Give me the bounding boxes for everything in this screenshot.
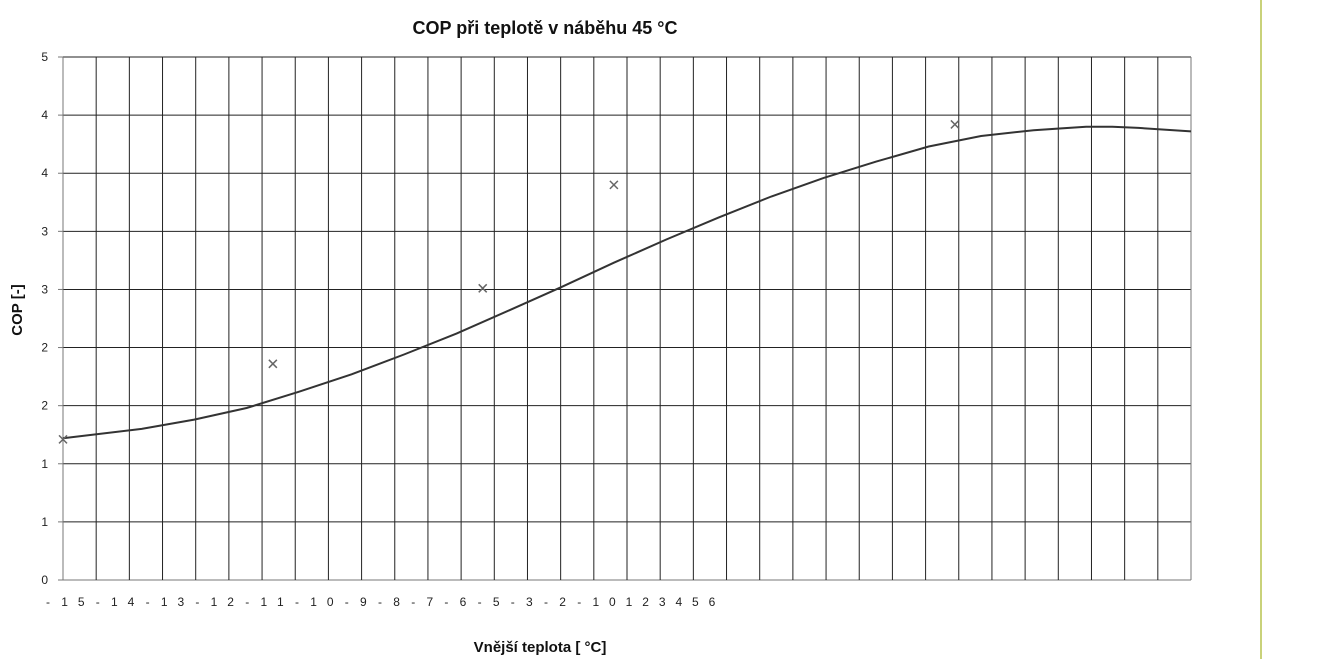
- x-axis-label: Vnější teplota [ °C]: [474, 639, 607, 656]
- x-tick-label: 1: [211, 595, 218, 609]
- y-tick-label: 1: [41, 515, 48, 529]
- x-tick-label: 1: [260, 595, 267, 609]
- data-point-marker: [58, 434, 68, 444]
- x-tick-label: -: [411, 595, 415, 609]
- marker-stroke: [609, 180, 619, 190]
- x-tick-label: 1: [277, 595, 284, 609]
- data-point-marker: [478, 283, 488, 293]
- x-tick-label: 4: [128, 595, 135, 609]
- marker-stroke: [268, 359, 278, 369]
- x-tick-label: 5: [78, 595, 85, 609]
- x-tick-label: 8: [393, 595, 400, 609]
- x-tick-label: 5: [493, 595, 500, 609]
- y-axis-ticks: 0 1 1 2 2 3 3 4 4 5: [41, 50, 63, 587]
- x-tick-label: -: [345, 595, 349, 609]
- x-tick-label: 1: [111, 595, 118, 609]
- series-line-trend: [62, 125, 1192, 440]
- x-tick-label: -: [478, 595, 482, 609]
- x-tick-label: -: [245, 595, 249, 609]
- x-tick-label: 3: [177, 595, 184, 609]
- x-tick-label: 2: [559, 595, 566, 609]
- x-tick-label: -: [378, 595, 382, 609]
- x-tick-label: -: [511, 595, 515, 609]
- y-axis-label: COP [-]: [9, 284, 26, 335]
- data-point-marker: [609, 180, 619, 190]
- x-tick-label: 4: [675, 595, 682, 609]
- y-tick-label: 2: [41, 341, 48, 355]
- x-tick-label: 6: [460, 595, 467, 609]
- x-tick-label: -: [146, 595, 150, 609]
- data-point-marker: [268, 359, 278, 369]
- x-tick-label: 1: [626, 595, 633, 609]
- marker-stroke: [58, 434, 68, 444]
- x-tick-label: 0: [327, 595, 334, 609]
- chart-title: COP při teplotě v náběhu 45 °C: [413, 18, 678, 38]
- y-tick-label: 3: [41, 224, 48, 238]
- y-tick-label: 4: [41, 166, 48, 180]
- x-tick-label: -: [577, 595, 581, 609]
- x-tick-label: 9: [360, 595, 367, 609]
- x-tick-label: 2: [642, 595, 649, 609]
- x-tick-label: -: [96, 595, 100, 609]
- x-tick-label: 6: [709, 595, 716, 609]
- x-tick-label: 0: [609, 595, 616, 609]
- y-tick-label: 2: [41, 399, 48, 413]
- x-tick-label: -: [444, 595, 448, 609]
- marker-stroke: [478, 283, 488, 293]
- y-tick-label: 0: [41, 573, 48, 587]
- x-tick-label: 1: [161, 595, 168, 609]
- x-tick-label: -: [295, 595, 299, 609]
- data-point-marker: [950, 119, 960, 129]
- y-tick-label: 1: [41, 457, 48, 471]
- x-tick-label: 7: [426, 595, 433, 609]
- x-tick-label: -: [195, 595, 199, 609]
- marker-stroke: [950, 119, 960, 129]
- y-tick-label: 4: [41, 108, 48, 122]
- x-tick-label: 3: [526, 595, 533, 609]
- x-tick-label: -: [544, 595, 548, 609]
- y-tick-label: 3: [41, 282, 48, 296]
- series-markers-measured: [58, 119, 960, 444]
- x-tick-label: 5: [692, 595, 699, 609]
- x-tick-label: -: [46, 595, 50, 609]
- page-edge-bar: [1260, 0, 1262, 659]
- x-tick-label: 3: [659, 595, 666, 609]
- x-tick-label: 1: [61, 595, 68, 609]
- plot-grid: [62, 56, 1192, 581]
- x-tick-label: 2: [227, 595, 234, 609]
- x-tick-label: 1: [592, 595, 599, 609]
- x-tick-label: 1: [310, 595, 317, 609]
- y-tick-label: 5: [41, 50, 48, 64]
